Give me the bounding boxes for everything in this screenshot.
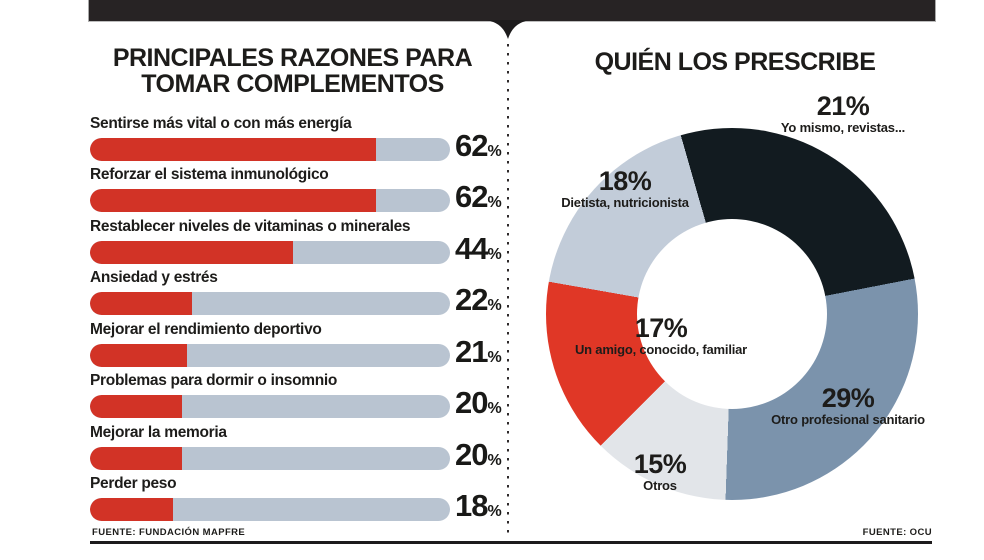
bar-value: 18% [455,489,502,529]
bar-track [90,344,450,367]
bar-value-number: 44 [455,231,488,266]
segment-percent: 29% [821,383,875,413]
bar-row: Ansiedad y estrés 22% [90,268,510,318]
bar-fill [90,344,187,367]
percent-sign: % [487,297,502,314]
bar-row: Mejorar el rendimiento deportivo 21% [90,320,510,370]
donut-segment-label: 17% Un amigo, conocido, familiar [551,314,771,357]
bar-track [90,447,450,470]
segment-name: Yo mismo, revistas... [780,120,906,135]
page-fold-drip-icon [486,20,530,39]
bar-fill [90,498,174,521]
left-chart-title-line1: PRINCIPALES RAZONES PARA [112,44,473,72]
top-binding-bar [88,0,936,22]
bar-row: Mejorar la memoria 20% [90,423,510,473]
segment-name: Otros [643,478,677,493]
bar-fill [90,447,183,470]
donut [546,128,918,500]
bar-value: 62% [455,129,502,169]
bar-value: 21% [455,335,502,375]
segment-percent: 18% [598,166,652,196]
donut-segment-label: 21% Yo mismo, revistas... [733,92,953,135]
bar-value: 20% [455,386,502,426]
bar-value-number: 18 [455,488,488,523]
bar-row: Reforzar el sistema inmunológico 62% [90,165,510,215]
percent-sign: % [487,143,502,160]
bar-value-number: 20 [455,385,488,420]
bar-track [90,292,450,315]
bar-label: Mejorar el rendimiento deportivo [90,321,322,338]
bar-track [90,241,450,264]
left-chart-source: FUENTE: FUNDACIÓN MAPFRE [92,527,246,538]
segment-name: Otro profesional sanitario [771,412,925,427]
bar-value: 20% [455,438,502,478]
bar-label: Sentirse más vital o con más energía [90,115,352,132]
percent-sign: % [487,400,502,417]
bar-value-number: 62 [455,179,488,214]
segment-name: Un amigo, conocido, familiar [574,342,748,357]
bar-track [90,138,450,161]
donut-segment-label: 29% Otro profesional sanitario [738,384,958,427]
donut-segment-label: 18% Dietista, nutricionista [515,167,735,210]
segment-name: Dietista, nutricionista [561,195,689,210]
bar-value-number: 62 [455,128,488,163]
bar-row: Restablecer niveles de vitaminas o miner… [90,217,510,267]
dotted-column-divider [507,44,509,538]
bar-row: Perder peso 18% [90,474,510,524]
bar-label: Mejorar la memoria [90,424,227,441]
percent-sign: % [487,194,502,211]
bar-row: Problemas para dormir o insomnio 20% [90,371,510,421]
bar-fill [90,292,192,315]
bar-value-number: 20 [455,437,488,472]
percent-sign: % [487,349,502,366]
bar-label: Problemas para dormir o insomnio [90,372,338,389]
bottom-rule [90,541,932,544]
bar-fill [90,241,294,264]
percent-sign: % [487,503,502,520]
bar-value-number: 21 [455,334,488,369]
bar-fill [90,138,377,161]
bar-value-number: 22 [455,282,488,317]
percent-sign: % [487,452,502,469]
right-chart-source: FUENTE: OCU [862,527,932,538]
bar-value: 62% [455,180,502,220]
bar-value: 44% [455,232,502,272]
donut-segment-label: 15% Otros [550,450,770,493]
percent-sign: % [487,246,502,263]
bar-track [90,395,450,418]
bar-fill [90,395,183,418]
bar-track [90,498,450,521]
bar-track [90,189,450,212]
donut-hole [637,219,827,409]
left-chart-title: PRINCIPALES RAZONES PARA TOMAR COMPLEMEN… [90,45,495,97]
bar-value: 22% [455,283,502,323]
bar-label: Reforzar el sistema inmunológico [90,166,329,183]
bar-row: Sentirse más vital o con más energía 62% [90,114,510,164]
bar-fill [90,189,377,212]
segment-percent: 21% [816,91,870,121]
segment-percent: 17% [634,313,688,343]
bar-label: Restablecer niveles de vitaminas o miner… [90,218,411,235]
segment-percent: 15% [633,449,687,479]
left-chart-title-line2: TOMAR COMPLEMENTOS [141,70,444,98]
bar-label: Perder peso [90,475,177,492]
right-chart-title: QUIÉN LOS PRESCRIBE [594,48,876,76]
bar-label: Ansiedad y estrés [90,269,218,286]
